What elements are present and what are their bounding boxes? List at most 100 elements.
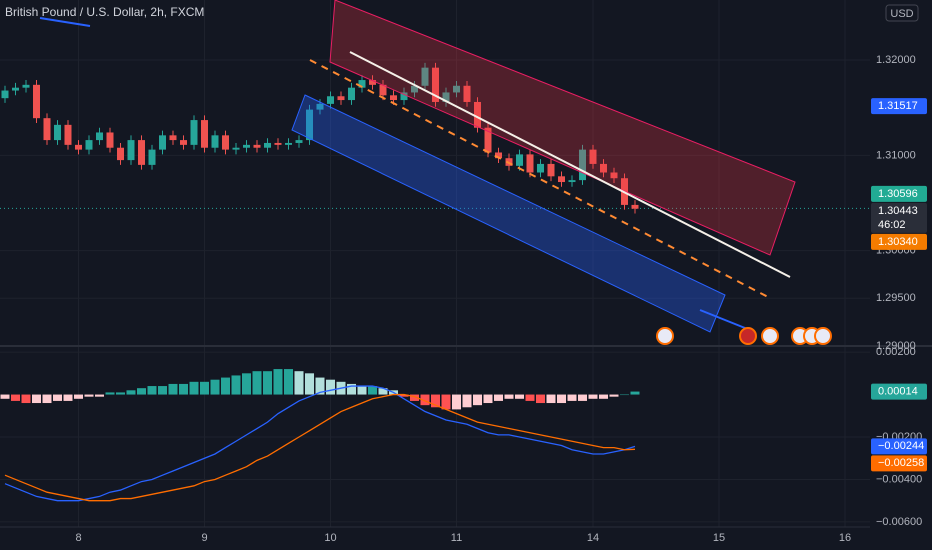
price-badge-label: 0.00014 — [878, 385, 918, 397]
candle-body — [432, 67, 439, 102]
support-channel — [291, 94, 726, 333]
candle-body — [526, 154, 534, 173]
candle-body — [64, 124, 72, 145]
histogram-bar — [536, 394, 545, 404]
x-tick-label: 14 — [587, 532, 599, 544]
countdown: 46:02 — [878, 219, 906, 231]
histogram-bar — [116, 392, 125, 395]
histogram-bar — [473, 394, 482, 406]
candle-body — [138, 140, 145, 165]
histogram-bar — [168, 383, 178, 395]
candle-body — [12, 87, 19, 91]
candle-body — [316, 103, 324, 110]
histogram-bar — [21, 394, 31, 404]
histogram-bar — [567, 394, 577, 401]
histogram-bar — [578, 394, 587, 401]
candle-body — [558, 176, 565, 183]
event-icon[interactable] — [739, 327, 757, 345]
candle-body — [211, 135, 219, 148]
price-badge-label: −0.00258 — [878, 457, 924, 469]
candle-body — [274, 142, 282, 145]
drawing-line — [39, 17, 91, 27]
histogram-bar — [74, 394, 83, 399]
candle-body — [232, 147, 240, 150]
y-tick-label: 1.29500 — [876, 292, 916, 304]
currency-box[interactable] — [885, 4, 919, 22]
histogram-bar — [242, 373, 251, 395]
candle-body — [484, 127, 492, 153]
histogram-bar — [42, 394, 52, 404]
y-tick-label: −0.00600 — [876, 516, 922, 528]
candle-body — [547, 163, 555, 177]
candle-body — [589, 149, 597, 164]
macd-line — [4, 385, 636, 502]
candle-body — [379, 84, 387, 96]
candle-body — [390, 95, 397, 101]
histogram-bar — [200, 381, 209, 395]
histogram-bar — [441, 394, 451, 410]
trend-line — [349, 51, 791, 278]
price-badge — [871, 455, 927, 472]
candle-body — [85, 140, 93, 150]
histogram-bar — [63, 394, 73, 401]
price-badge — [871, 202, 927, 233]
histogram-bar — [305, 373, 314, 395]
candle-body — [169, 135, 177, 141]
candle-body — [180, 140, 187, 145]
histogram-bar — [378, 388, 388, 395]
histogram-bar — [431, 394, 440, 408]
candle-body — [75, 144, 82, 150]
histogram-bar — [221, 377, 230, 395]
price-badge — [871, 233, 927, 250]
x-tick-label: 10 — [324, 532, 336, 544]
histogram-bar — [515, 394, 524, 399]
candle-body — [579, 149, 586, 181]
y-tick-label: 1.31000 — [876, 149, 916, 161]
candle-body — [442, 92, 450, 102]
candle-body — [222, 135, 229, 150]
candle-body — [243, 144, 250, 148]
drawings — [39, 0, 832, 345]
price-badge-label: 1.30596 — [878, 188, 918, 200]
histogram-bar — [263, 371, 272, 395]
candle-body — [631, 204, 639, 209]
histogram-bar — [315, 377, 325, 395]
event-icon[interactable] — [656, 327, 674, 345]
histogram-bar — [105, 392, 115, 395]
candle-body — [610, 172, 618, 179]
candle-body — [600, 163, 607, 173]
candle-body — [369, 80, 376, 85]
event-icon[interactable] — [761, 327, 779, 345]
histogram-bar — [525, 394, 535, 401]
histogram-bar — [294, 371, 304, 395]
candle-body — [358, 80, 366, 88]
candle-body — [33, 84, 40, 119]
histogram-bar — [126, 390, 136, 395]
y-tick-label: −0.00400 — [876, 473, 922, 485]
histogram-bar — [189, 381, 199, 395]
currency[interactable]: USD — [890, 8, 913, 20]
histogram-bar — [420, 394, 430, 406]
candle-body — [495, 152, 502, 159]
histogram-bar — [11, 394, 20, 401]
candle-body — [474, 101, 481, 128]
candle-body — [106, 132, 114, 148]
histogram-bar — [284, 369, 293, 395]
candle-body — [1, 90, 9, 99]
price-badge — [871, 185, 927, 202]
candle-body — [516, 154, 523, 166]
histogram-bar — [32, 394, 41, 404]
histogram-bar — [452, 394, 461, 410]
histogram-bar — [399, 394, 409, 397]
y-tick-label: 1.29000 — [876, 340, 916, 352]
candle-body — [22, 84, 30, 88]
candle-body — [96, 132, 103, 141]
event-icon[interactable] — [814, 327, 832, 345]
candle-body — [463, 85, 471, 102]
candle-body — [306, 109, 313, 141]
dashed-trend-line — [309, 59, 771, 299]
x-tick-label: 9 — [201, 532, 207, 544]
candle-body — [253, 144, 261, 148]
